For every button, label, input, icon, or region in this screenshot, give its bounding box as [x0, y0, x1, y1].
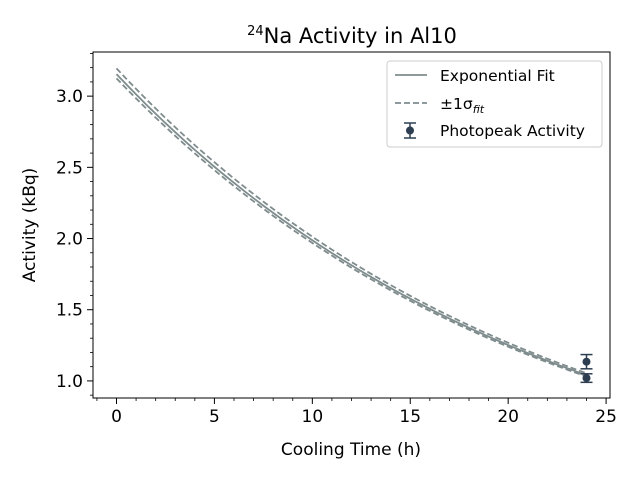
y-tick-label: 3.0 [56, 87, 83, 107]
photopeak-point-1 [580, 353, 593, 370]
title-main: Na Activity in Al10 [264, 24, 457, 48]
chart-title: 24Na Activity in Al10 [247, 24, 457, 48]
title-isotope-mass: 24 [247, 24, 264, 39]
sigma-upper-line [115, 67, 587, 375]
exponential-fit-line [115, 73, 587, 376]
photopeak-marker [582, 357, 591, 366]
legend-photopeak-label: Photopeak Activity [440, 122, 585, 140]
legend-sigma-label-main: ±1σ [440, 95, 473, 113]
x-tick-label: 5 [209, 407, 220, 427]
photopeak-marker [582, 374, 591, 383]
y-tick-label: 2.0 [56, 230, 83, 250]
x-tick-label: 25 [595, 407, 617, 427]
legend-photopeak-swatch [404, 122, 416, 139]
x-axis-label: Cooling Time (h) [281, 440, 421, 460]
legend-box [386, 60, 603, 148]
legend-sigma-label-subscript: fit [473, 103, 485, 116]
legend: Exponential Fit ±1σfit Photopeak Activit… [386, 60, 603, 148]
x-tick-label: 10 [302, 407, 324, 427]
y-axis-label: Activity (kBq) [20, 168, 40, 283]
legend-sigma-label: ±1σfit [440, 95, 485, 116]
legend-fit-label: Exponential Fit [440, 67, 555, 85]
x-tick-label: 15 [399, 407, 421, 427]
y-tick-label: 1.5 [56, 301, 83, 321]
photopeak-point-2 [580, 373, 593, 384]
sigma-lower-line [115, 77, 587, 378]
x-tick-label: 0 [111, 407, 122, 427]
plot-marks [115, 67, 593, 384]
y-tick-label: 2.5 [56, 158, 83, 178]
plot-frame [92, 51, 611, 399]
axis-ticks: 0 5 10 15 20 25 1.0 1.5 2.0 2.5 3.0 [56, 53, 617, 427]
y-tick-label: 1.0 [56, 372, 83, 392]
x-tick-label: 20 [497, 407, 519, 427]
